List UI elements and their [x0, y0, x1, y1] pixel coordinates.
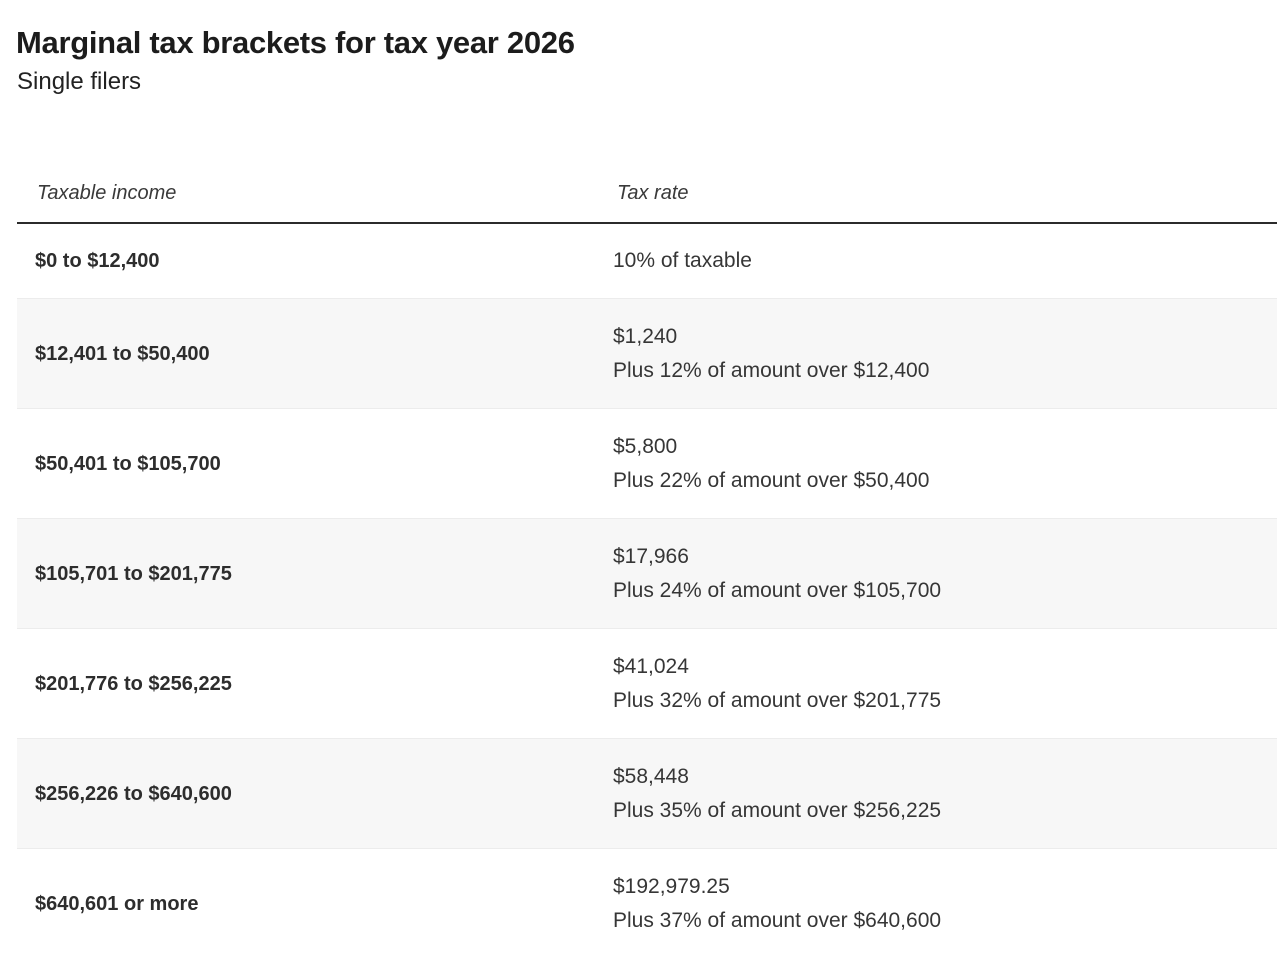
tax-rate-cell: $58,448 Plus 35% of amount over $256,225 — [613, 760, 1277, 828]
tax-rate-line: Plus 22% of amount over $50,400 — [613, 469, 930, 492]
income-range-cell: $12,401 to $50,400 — [35, 343, 210, 365]
tax-rate-cell: $5,800 Plus 22% of amount over $50,400 — [613, 430, 1277, 498]
column-header-taxable-income: Taxable income — [37, 182, 177, 204]
tax-rate-line: $41,024 — [613, 655, 689, 678]
table-row: $12,401 to $50,400 $1,240 Plus 12% of amou… — [17, 299, 1277, 409]
tax-rate-line: Plus 24% of amount over $105,700 — [613, 579, 942, 602]
page-subtitle: Single filers — [17, 68, 142, 95]
tax-rate-line: $1,240 — [613, 325, 678, 348]
table-body: $0 to $12,400 10% of taxable $12,401 to $5… — [17, 224, 1277, 958]
tax-rate-line: Plus 32% of amount over $201,775 — [613, 689, 942, 712]
table-row: $201,776 to $256,225 $41,024 Plus 32% of a… — [17, 629, 1277, 739]
tax-rate-line: $58,448 — [613, 765, 689, 788]
tax-rate-line: Plus 37% of amount over $640,600 — [613, 909, 942, 932]
table-row: $640,601 or more $192,979.25 Plus 37% of a… — [17, 849, 1277, 958]
income-range-cell: $256,226 to $640,600 — [35, 783, 232, 805]
tax-rate-cell: $192,979.25 Plus 37% of amount over $640,… — [613, 870, 1277, 938]
tax-rate-line: Plus 35% of amount over $256,225 — [613, 799, 942, 822]
table-row: $0 to $12,400 10% of taxable — [17, 224, 1277, 299]
tax-rate-line: $5,800 — [613, 435, 678, 458]
tax-rate-line: $192,979.25 — [613, 875, 730, 898]
table-header-row: Taxable income Tax rate — [17, 181, 1277, 224]
income-range-cell: $0 to $12,400 — [35, 250, 160, 272]
tax-rate-cell: $41,024 Plus 32% of amount over $201,775 — [613, 650, 1277, 718]
tax-rate-line: $17,966 — [613, 545, 689, 568]
table-row: $50,401 to $105,700 $5,800 Plus 22% of amo… — [17, 409, 1277, 519]
tax-rate-cell: $1,240 Plus 12% of amount over $12,400 — [613, 320, 1277, 388]
tax-bracket-table: Taxable income Tax rate $0 to $12,400 10%… — [17, 181, 1277, 958]
tax-rate-line: 10% of taxable — [613, 249, 752, 272]
income-range-cell: $201,776 to $256,225 — [35, 673, 232, 695]
income-range-cell: $640,601 or more — [35, 893, 199, 915]
income-range-cell: $50,401 to $105,700 — [35, 453, 221, 475]
table-row: $105,701 to $201,775 $17,966 Plus 24% of a… — [17, 519, 1277, 629]
page-title: Marginal tax brackets for tax year 2026 — [16, 25, 575, 60]
tax-rate-line: Plus 12% of amount over $12,400 — [613, 359, 930, 382]
income-range-cell: $105,701 to $201,775 — [35, 563, 232, 585]
tax-rate-cell: $17,966 Plus 24% of amount over $105,700 — [613, 540, 1277, 608]
tax-rate-cell: 10% of taxable — [613, 244, 1277, 278]
column-header-tax-rate: Tax rate — [617, 182, 689, 204]
table-row: $256,226 to $640,600 $58,448 Plus 35% of a… — [17, 739, 1277, 849]
